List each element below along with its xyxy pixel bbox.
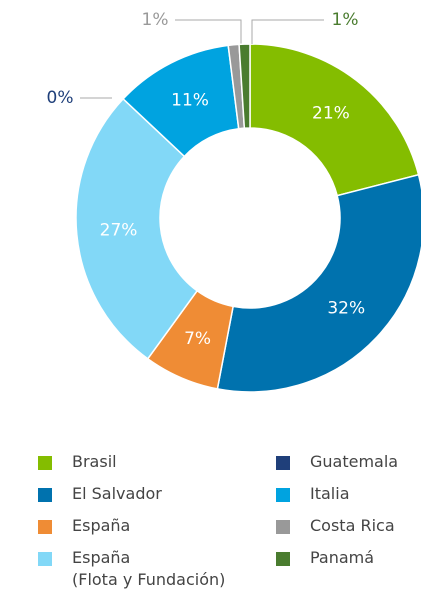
value-label: 7%	[184, 329, 211, 349]
leader-line	[175, 19, 242, 44]
legend-label: Italia	[310, 484, 350, 503]
value-label: 1%	[332, 10, 359, 30]
legend: Brasil El Salvador España España (Flota y F…	[0, 445, 421, 601]
legend-label: El Salvador	[72, 484, 162, 503]
value-label: 1%	[142, 10, 169, 30]
legend-swatch	[38, 552, 52, 566]
legend-item: Brasil	[38, 451, 117, 473]
legend-item: Guatemala	[276, 451, 399, 473]
legend-label: Brasil	[72, 452, 117, 471]
slice	[238, 43, 251, 129]
legend-item: El Salvador	[38, 483, 162, 505]
legend-label: España	[72, 516, 131, 535]
slice	[249, 43, 420, 197]
legend-item: Panamá	[276, 547, 375, 569]
legend-label: España (Flota y Fundación)	[72, 548, 226, 589]
legend-swatch	[276, 456, 290, 470]
value-label: 32%	[327, 298, 365, 318]
legend-label: Guatemala	[310, 452, 399, 471]
legend-item: Italia	[276, 483, 350, 505]
value-label: 27%	[100, 220, 138, 240]
legend-item: Costa Rica	[276, 515, 395, 537]
legend-swatch	[276, 488, 290, 502]
legend-swatch	[38, 456, 52, 470]
legend-swatch	[276, 552, 290, 566]
value-label: 0%	[47, 88, 74, 108]
legend-swatch	[38, 488, 52, 502]
legend-swatch	[276, 520, 290, 534]
leader-line	[251, 19, 324, 44]
legend-item: España	[38, 515, 131, 537]
slice	[75, 97, 199, 360]
legend-item: España (Flota y Fundación)	[38, 547, 226, 591]
legend-swatch	[38, 520, 52, 534]
legend-label: Panamá	[310, 548, 375, 567]
value-label: 11%	[171, 90, 209, 110]
slice	[216, 173, 421, 393]
chart: 21% 32% 7% 27% 0% 11% 1% 1%	[47, 10, 421, 393]
legend-label: Costa Rica	[310, 516, 395, 535]
value-label: 21%	[312, 104, 350, 124]
